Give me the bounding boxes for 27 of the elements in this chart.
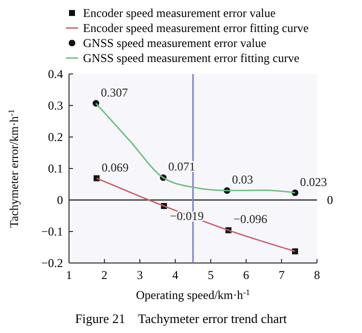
data-label: 0.023 [300,174,328,189]
legend-label: GNSS speed measurement error value [83,36,266,50]
data-label: 0.307 [100,85,128,100]
data-label: 0.03 [232,172,254,187]
y-tick-label: 0 [57,193,63,207]
x-tick-label: 4 [172,268,178,282]
legend-label: GNSS speed measurement error fitting curve [83,51,300,65]
x-tick-label: 1 [66,268,72,282]
text: Figure 21 Tachymeter error trend chart [75,311,288,326]
x-tick-label: 5 [208,268,214,282]
y-tick-label: 0.1 [48,162,63,176]
x-tick-label: 3 [136,268,143,282]
ref-line-label: 0 [327,193,333,207]
x-tick-label: 6 [243,268,250,282]
legend-label: Encoder speed measurement error value [83,6,276,20]
y-tick-label: 0.3 [48,98,63,112]
y-tick-label: 0.4 [48,67,63,81]
x-tick-label: 7 [278,268,285,282]
y-tick-label: 0.2 [48,130,63,144]
y-tick-label: −0.2 [41,256,63,270]
data-label: −0.096 [233,212,268,226]
x-tick-label: 2 [101,268,108,282]
data-label: 0.069 [102,160,129,174]
x-tick-label: 8 [314,268,320,282]
x-axis-title: Operating speed/km·h$^{-1}$ [136,288,250,302]
y-tick-label: −0.1 [41,224,63,238]
legend-label: Encoder speed measurement error fitting curve [83,21,309,35]
